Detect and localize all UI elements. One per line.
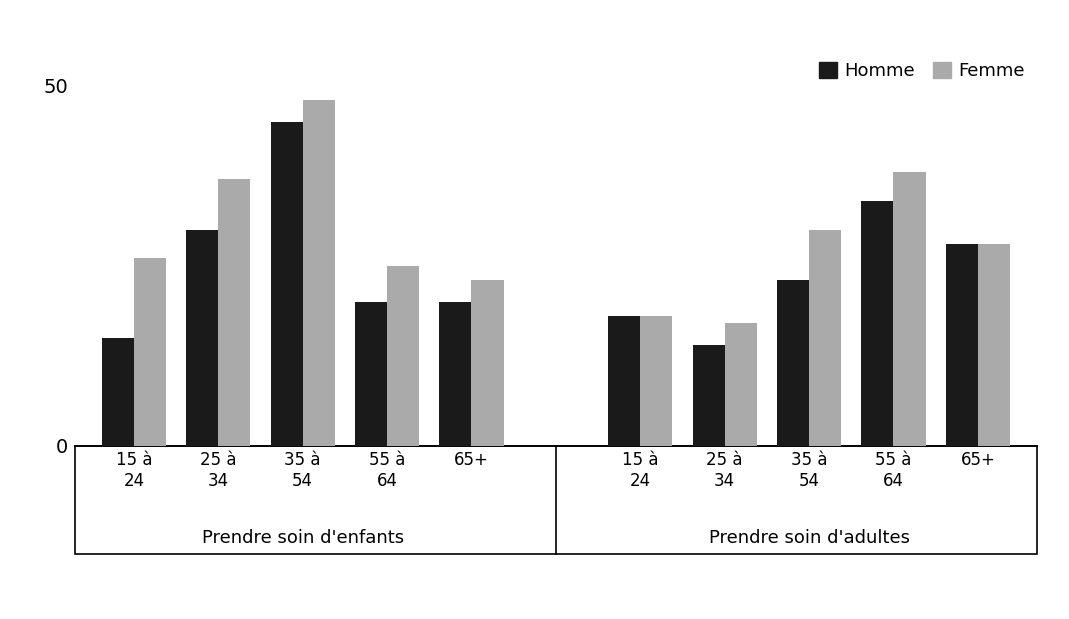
Bar [693, 345, 725, 446]
Text: Prendre soin d'adultes: Prendre soin d'adultes [709, 529, 910, 547]
Text: 65+: 65+ [454, 451, 489, 469]
Text: 35 à
54: 35 à 54 [284, 451, 321, 490]
Bar [387, 266, 419, 446]
Text: 25 à
34: 25 à 34 [707, 451, 743, 490]
Legend: Homme, Femme: Homme, Femme [811, 55, 1032, 88]
Text: 25 à
34: 25 à 34 [200, 451, 236, 490]
Bar [134, 258, 166, 446]
Text: 15 à
24: 15 à 24 [115, 451, 152, 490]
Text: 55 à
64: 55 à 64 [876, 451, 912, 490]
Bar [102, 337, 134, 446]
Text: 65+: 65+ [960, 451, 995, 469]
Bar [862, 201, 894, 446]
Bar [608, 316, 640, 446]
Bar [471, 280, 503, 446]
Bar [186, 230, 218, 446]
Text: 35 à
54: 35 à 54 [791, 451, 827, 490]
Bar [894, 172, 926, 446]
Bar [75, 446, 1037, 554]
Bar [270, 121, 303, 446]
Bar [777, 280, 809, 446]
Bar [640, 316, 672, 446]
Bar [946, 244, 978, 446]
Text: Prendre soin d'enfants: Prendre soin d'enfants [202, 529, 404, 547]
Bar [725, 323, 757, 446]
Bar [978, 244, 1010, 446]
Text: 55 à
64: 55 à 64 [369, 451, 405, 490]
Bar [439, 301, 471, 446]
Text: 15 à
24: 15 à 24 [622, 451, 659, 490]
Bar [218, 179, 250, 446]
Bar [809, 230, 841, 446]
Bar [303, 100, 335, 446]
Bar [355, 301, 387, 446]
